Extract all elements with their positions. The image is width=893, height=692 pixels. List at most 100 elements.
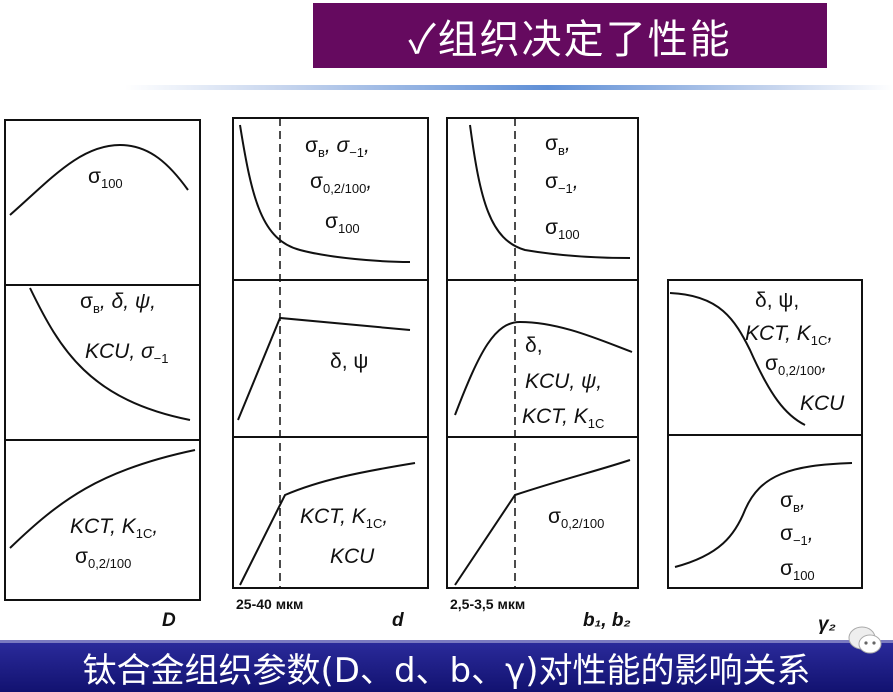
- property-label: σ100: [780, 557, 815, 583]
- critical-size-label: 25-40 мкм: [236, 596, 303, 612]
- property-label: σ0,2/100: [75, 545, 131, 571]
- label-subscript: 100: [558, 227, 580, 242]
- label-subscript: −1: [793, 533, 808, 548]
- label-text: ,: [382, 505, 388, 528]
- label-subscript: 0,2/100: [778, 363, 821, 378]
- label-text: σ: [325, 210, 338, 233]
- label-subscript: в: [558, 143, 565, 158]
- property-label: σ0,2/100: [548, 505, 604, 531]
- property-label: KCT, K1C: [522, 405, 604, 431]
- curve-ductility: [237, 316, 411, 421]
- critical-size-label: 2,5-3,5 мкм: [450, 596, 525, 612]
- label-text: ,: [364, 134, 370, 157]
- property-label: σ0,2/100,: [310, 170, 372, 196]
- property-label: δ,: [525, 334, 543, 357]
- property-label: σв, δ, ψ,: [80, 290, 156, 316]
- label-text: KCU, σ: [85, 340, 155, 363]
- label-text: σ: [545, 132, 558, 155]
- property-label: KCT, K1C,: [745, 322, 833, 348]
- property-label: σ−1,: [780, 522, 814, 548]
- label-subscript: в: [318, 145, 325, 160]
- label-text: δ, ψ: [330, 350, 368, 373]
- label-text: ,: [821, 352, 827, 375]
- label-text: σ: [780, 489, 793, 512]
- panel-frame: [446, 117, 639, 589]
- label-subscript: −1: [558, 181, 573, 196]
- panel-frame: [4, 119, 201, 601]
- label-text: σ: [310, 170, 323, 193]
- label-subscript: 0,2/100: [561, 516, 604, 531]
- label-subscript: в: [93, 301, 100, 316]
- property-label: σ100: [325, 210, 360, 236]
- label-subscript: в: [793, 500, 800, 515]
- label-text: KCT, K: [70, 515, 137, 538]
- label-subscript: −1: [349, 145, 364, 160]
- property-label: KCU, σ−1: [85, 340, 169, 366]
- property-label: σ0,2/100,: [765, 352, 827, 378]
- label-text: σ: [75, 545, 88, 568]
- property-label: KCT, K1C,: [70, 515, 158, 541]
- curve-yield: [454, 459, 631, 586]
- label-subscript: 100: [338, 221, 360, 236]
- curve-ductility-toughness: [669, 292, 806, 426]
- label-text: ,: [366, 170, 372, 193]
- slide-caption: 钛合金组织参数(D、d、b、γ)对性能的影响关系: [0, 640, 893, 692]
- property-label: σв,: [780, 489, 806, 515]
- label-subscript: 100: [793, 568, 815, 583]
- axis-label: d: [392, 610, 404, 631]
- panel-frame: [232, 117, 429, 589]
- title-divider: [125, 85, 893, 90]
- curve-strength: [674, 462, 853, 568]
- label-subscript: 1C: [588, 416, 605, 431]
- curve-strength: [239, 124, 411, 263]
- slide-title: ✓组织决定了性能: [313, 3, 827, 68]
- label-text: ,: [800, 489, 806, 512]
- property-label: δ, ψ: [330, 350, 368, 373]
- axis-label: γ₂: [818, 614, 836, 635]
- property-label: σ−1,: [545, 170, 579, 196]
- curve-ductility-toughness: [454, 320, 633, 416]
- property-label: KCU: [330, 545, 375, 568]
- label-text: σ: [780, 557, 793, 580]
- property-label: σ100: [545, 216, 580, 242]
- label-subscript: 0,2/100: [323, 181, 366, 196]
- curve-toughness: [9, 449, 196, 549]
- label-text: KCT, K: [745, 322, 812, 345]
- label-subscript: 0,2/100: [88, 556, 131, 571]
- label-subscript: 1C: [366, 516, 383, 531]
- label-text: σ: [765, 352, 778, 375]
- label-text: ,: [565, 132, 571, 155]
- curve-toughness: [239, 462, 416, 586]
- label-text: σ: [545, 170, 558, 193]
- property-label: δ, ψ,: [755, 289, 799, 312]
- panel-gamma: [667, 279, 863, 589]
- label-text: , δ, ψ,: [100, 290, 156, 313]
- label-subscript: 100: [101, 176, 123, 191]
- label-text: ,: [827, 322, 833, 345]
- label-text: ,: [808, 522, 814, 545]
- panel-grain-size-D: [4, 119, 201, 601]
- label-text: δ, ψ,: [755, 289, 799, 312]
- property-label: σв, σ−1,: [305, 134, 370, 160]
- label-subscript: −1: [154, 351, 169, 366]
- property-label: KCU: [800, 392, 845, 415]
- label-text: KCU: [800, 392, 845, 415]
- label-text: KCU: [330, 545, 375, 568]
- label-text: KCT, K: [522, 405, 589, 428]
- curve-strength-ductility: [29, 287, 191, 421]
- panel-colony-size-d: [232, 117, 429, 589]
- label-text: σ: [545, 216, 558, 239]
- label-subscript: 1C: [136, 526, 153, 541]
- curve-sigma100: [9, 143, 189, 216]
- label-text: δ,: [525, 334, 543, 357]
- label-text: ,: [573, 170, 579, 193]
- wechat-icon: [848, 626, 882, 654]
- curve-strength: [469, 124, 631, 259]
- label-text: σ: [80, 290, 93, 313]
- label-text: σ: [305, 134, 318, 157]
- label-text: ,: [152, 515, 158, 538]
- label-text: , σ: [325, 134, 351, 157]
- property-label: KCT, K1C,: [300, 505, 388, 531]
- panel-lamella-thickness-b: [446, 117, 639, 589]
